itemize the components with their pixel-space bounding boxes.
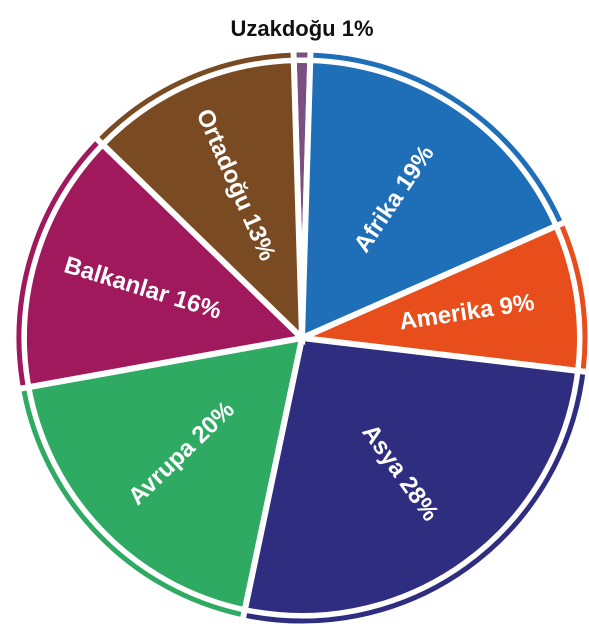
pie-slice	[298, 57, 561, 343]
pie-slice	[241, 334, 582, 619]
pie-slice	[24, 334, 306, 614]
slice-rim	[559, 225, 588, 369]
slice-rim	[246, 374, 586, 624]
pie-slice	[21, 140, 309, 391]
slice-rim	[99, 52, 291, 141]
slice-rim	[313, 52, 563, 223]
pie-slice	[290, 221, 583, 375]
slice-rim	[21, 390, 242, 617]
pie-slice	[98, 57, 306, 346]
slice-rim	[16, 141, 99, 386]
slice-label: Uzakdoğu 1%	[230, 16, 373, 41]
